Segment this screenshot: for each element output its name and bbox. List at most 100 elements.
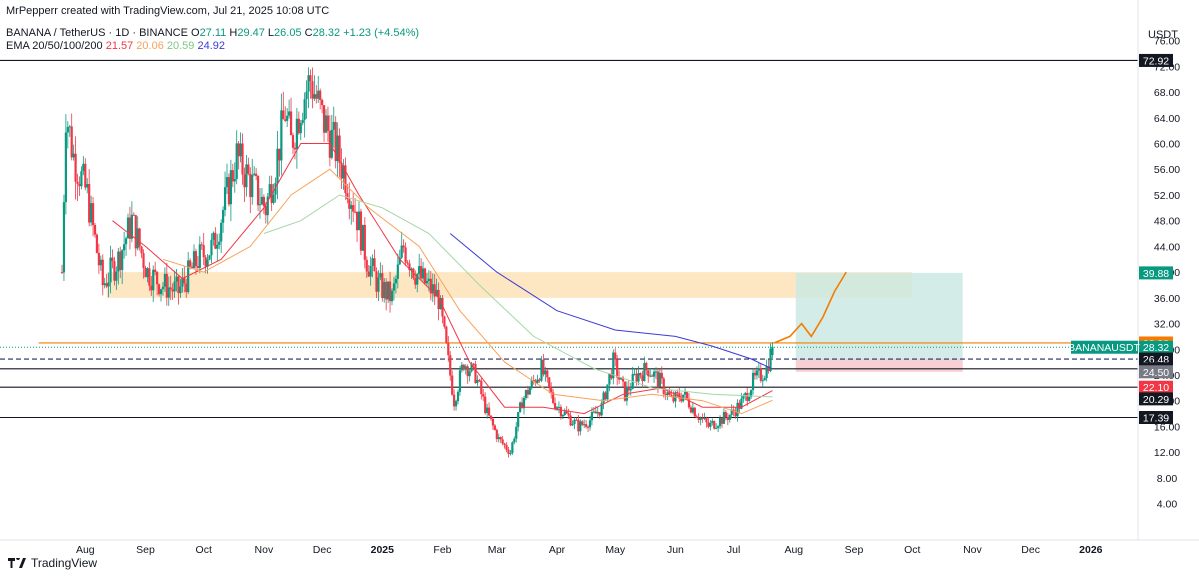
- candle-body: [717, 426, 720, 428]
- candle-body: [381, 273, 384, 299]
- candle-body: [602, 392, 605, 404]
- candle-body: [227, 177, 231, 205]
- candle-body: [660, 372, 663, 379]
- currency-label[interactable]: USDT: [1148, 29, 1178, 41]
- candle-body: [103, 283, 106, 286]
- candle-body: [371, 258, 374, 266]
- candle-body: [633, 373, 636, 375]
- candle-body: [445, 326, 448, 343]
- candle-body: [377, 277, 380, 292]
- candle-body: [548, 377, 551, 388]
- candle-body: [80, 171, 83, 187]
- price-tag: [1139, 411, 1173, 425]
- candle-body: [713, 420, 716, 429]
- candle-body: [291, 135, 295, 148]
- candle-body: [181, 277, 184, 287]
- candle-body: [487, 407, 491, 416]
- candle-body: [524, 390, 528, 398]
- candle-body: [220, 222, 223, 242]
- candle-body: [109, 257, 112, 283]
- candle-body: [520, 402, 524, 409]
- candle-body: [342, 165, 345, 179]
- candle-body: [134, 215, 137, 249]
- candle-body: [416, 273, 419, 285]
- x-tick-label: Feb: [433, 544, 451, 556]
- ema-label[interactable]: EMA 20/50/100/200: [6, 40, 103, 52]
- candle-body: [165, 273, 168, 298]
- candle-body: [144, 268, 147, 278]
- candle-body: [68, 126, 71, 128]
- y-tick-label: 48.00: [1154, 216, 1180, 228]
- candle-body: [619, 377, 623, 380]
- candle-body: [206, 259, 209, 267]
- candle-body: [664, 393, 667, 396]
- candle-body: [346, 193, 349, 200]
- candle-body: [111, 257, 114, 262]
- candle-body: [264, 206, 267, 216]
- candle-body: [352, 205, 355, 212]
- candle-body: [769, 348, 772, 372]
- candle-body: [753, 372, 757, 376]
- candle-body: [460, 364, 463, 371]
- time-axis[interactable]: Aug Sep Oct Nov Dec 2025 Feb Mar Apr May Jun Jul Aug…: [76, 544, 1103, 556]
- candle-body: [724, 412, 727, 418]
- candle-body: [534, 380, 537, 384]
- candle-body: [711, 420, 714, 423]
- x-tick-label: Aug: [784, 544, 803, 556]
- candle-body: [157, 284, 161, 295]
- candle-body: [396, 264, 399, 279]
- candle-body: [734, 411, 737, 417]
- candle-body: [317, 90, 320, 99]
- candle-body: [385, 281, 388, 300]
- candle-body: [767, 366, 770, 372]
- candle-body: [117, 251, 120, 272]
- candle-body: [569, 415, 572, 426]
- candle-body: [324, 115, 328, 133]
- candle-body: [573, 419, 576, 425]
- candle-body: [684, 391, 687, 395]
- candle-body: [515, 426, 518, 439]
- candle-body: [169, 287, 172, 290]
- candle-body: [499, 437, 502, 440]
- candle-body: [255, 173, 258, 177]
- ema-legend[interactable]: EMA 20/50/100/200 21.57 20.06 20.59 24.9…: [6, 40, 225, 52]
- candle-body: [113, 261, 116, 281]
- candle-body: [748, 396, 751, 401]
- candle-body: [449, 355, 452, 376]
- candle-body: [239, 143, 242, 157]
- candle-body: [348, 199, 351, 209]
- candle-body: [233, 179, 236, 182]
- candle-body: [557, 406, 561, 408]
- candle-body: [623, 381, 627, 401]
- candle-body: [357, 211, 361, 231]
- candle-body: [493, 425, 496, 430]
- symbol-legend[interactable]: BANANA / TetherUS · 1D · BINANCE O27.11 …: [6, 27, 419, 39]
- candle-body: [544, 370, 547, 375]
- candle-body: [571, 424, 574, 426]
- candle-body: [375, 271, 378, 292]
- candle-body: [361, 224, 364, 251]
- change-value: +1.23 (+4.54%): [343, 27, 420, 39]
- candle-body: [286, 115, 289, 121]
- x-tick-label: Sep: [136, 544, 155, 556]
- candle-body: [398, 257, 401, 265]
- y-tick-label: 32.00: [1154, 319, 1180, 331]
- candle-body: [266, 196, 269, 216]
- x-tick-label: Mar: [488, 544, 507, 556]
- candle-body: [567, 413, 570, 416]
- symbol-name[interactable]: BANANA / TetherUS · 1D · BINANCE: [6, 27, 188, 39]
- candle-body: [212, 232, 215, 240]
- candle-body: [421, 268, 425, 279]
- candle-body: [718, 417, 722, 427]
- candle-body: [435, 289, 438, 297]
- candle-body: [670, 394, 673, 397]
- y-tick-label: 12.00: [1154, 447, 1180, 459]
- candle-body: [284, 119, 287, 121]
- candle-body: [742, 396, 745, 399]
- projection-path: [774, 271, 847, 344]
- candle-body: [355, 211, 359, 231]
- y-tick-label: 60.00: [1154, 139, 1180, 151]
- candle-body: [703, 417, 706, 419]
- candle-body: [218, 241, 221, 246]
